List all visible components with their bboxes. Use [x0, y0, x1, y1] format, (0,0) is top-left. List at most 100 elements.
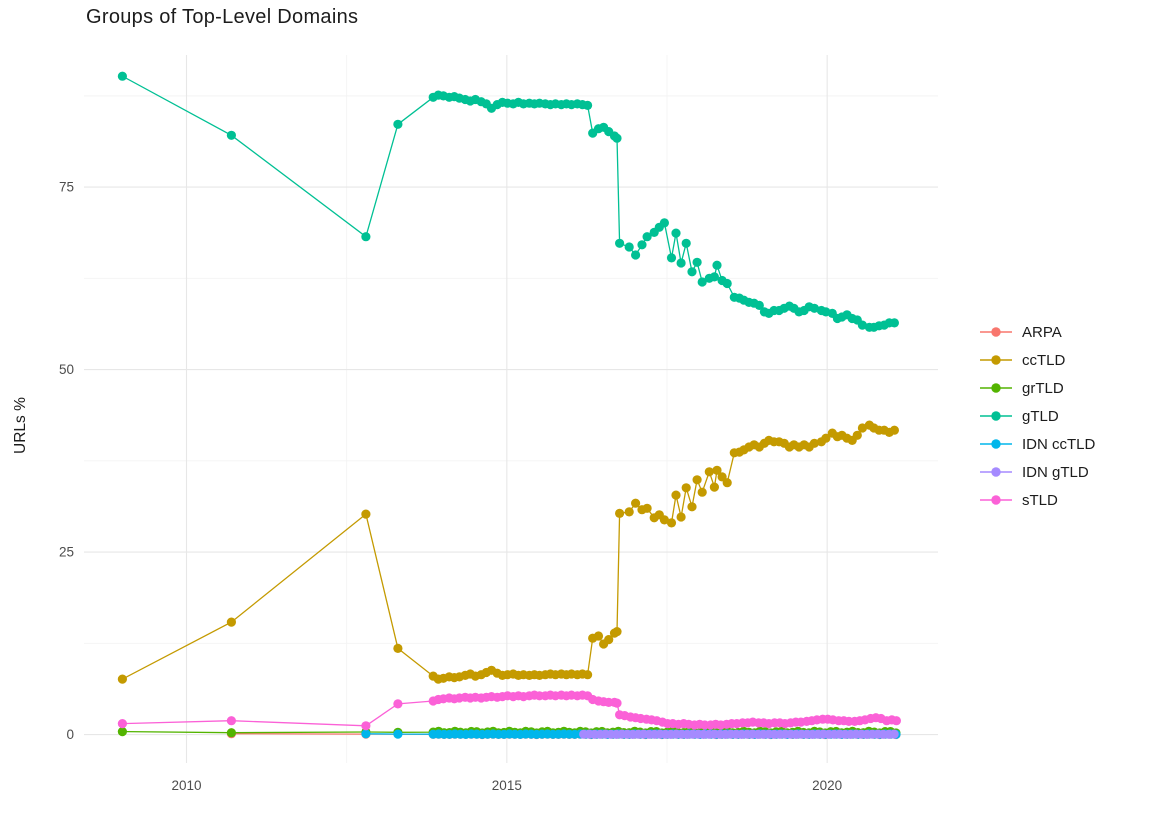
x-tick-label: 2020 [812, 778, 842, 793]
axis-tick-labels: 0 25 50 75 2010 2015 2020 [59, 180, 842, 793]
data-point [637, 240, 647, 250]
data-point [612, 133, 622, 143]
data-point [712, 465, 722, 475]
legend-key-point [991, 495, 1001, 505]
data-point [583, 670, 593, 680]
data-point [857, 423, 868, 433]
data-point [709, 482, 720, 492]
series-layer [117, 71, 902, 740]
data-point [624, 242, 634, 252]
data-point [687, 502, 697, 512]
data-point [631, 498, 641, 508]
data-point [361, 721, 371, 731]
legend-key-icon [980, 411, 1012, 421]
data-point [117, 727, 127, 737]
data-point [642, 232, 652, 242]
legend-key-point [991, 327, 1001, 337]
data-point [671, 490, 681, 500]
data-point [722, 278, 732, 289]
data-point [704, 467, 714, 477]
legend-label: IDN gTLD [1022, 463, 1089, 481]
legend-item-gtld: gTLD [979, 402, 1095, 430]
gridlines-major [84, 55, 938, 763]
data-point [361, 509, 371, 519]
legend-key-icon [980, 355, 1012, 365]
data-point [226, 130, 236, 140]
data-point [612, 698, 622, 708]
series-stld [117, 690, 902, 731]
legend-key-point [991, 411, 1001, 421]
data-point [681, 483, 691, 493]
data-point [889, 318, 900, 328]
data-point [393, 699, 403, 709]
data-point [889, 425, 900, 435]
data-point [692, 257, 702, 267]
data-point [821, 433, 831, 443]
data-point [809, 303, 820, 313]
data-point [659, 218, 670, 228]
legend-item-idn-gtld: IDN gTLD [979, 458, 1095, 486]
data-point [722, 478, 732, 488]
data-point [676, 258, 686, 268]
data-point [624, 507, 634, 517]
legend-key-icon [980, 383, 1012, 393]
legend-key-icon [980, 495, 1012, 505]
legend-label: IDN ccTLD [1022, 435, 1096, 453]
data-point [604, 635, 614, 645]
data-point [754, 300, 764, 310]
data-point [226, 728, 236, 738]
legend-item-arpa: ARPA [979, 318, 1095, 346]
legend-item-stld: sTLD [979, 486, 1095, 514]
legend-key-point [991, 467, 1001, 477]
data-point [666, 518, 677, 528]
legend-key-point [991, 383, 1001, 393]
data-point [676, 512, 686, 522]
data-point [809, 438, 820, 448]
data-point [687, 267, 697, 277]
y-tick-label: 75 [59, 180, 74, 195]
legend-key-point [991, 439, 1001, 449]
series-line [122, 75, 895, 328]
data-point [681, 238, 691, 248]
data-point [393, 643, 403, 654]
data-point [692, 475, 702, 485]
data-point [615, 508, 625, 518]
data-point [697, 487, 707, 497]
data-point [642, 503, 652, 513]
y-tick-label: 50 [59, 362, 74, 377]
legend-key-icon [980, 327, 1012, 337]
data-point [659, 515, 670, 525]
x-tick-label: 2010 [171, 778, 201, 793]
data-point [891, 716, 902, 726]
legend-label: ccTLD [1022, 351, 1066, 369]
legend-label: ARPA [1022, 323, 1062, 341]
data-point [857, 320, 868, 330]
data-point [593, 631, 604, 641]
x-tick-label: 2015 [492, 778, 522, 793]
data-point [117, 674, 127, 684]
series-idn-gtld [579, 729, 899, 740]
legend-item-cctld: ccTLD [979, 346, 1095, 374]
data-point [226, 716, 236, 726]
data-point [615, 238, 625, 248]
y-tick-label: 25 [59, 545, 74, 560]
y-tick-label: 0 [66, 727, 74, 742]
data-point [697, 277, 707, 287]
data-point [709, 272, 720, 282]
data-point [583, 100, 593, 110]
legend-key-icon [980, 467, 1012, 477]
data-point [117, 719, 127, 729]
data-point [852, 430, 862, 440]
data-point [117, 71, 127, 81]
series-cctld [117, 420, 900, 684]
data-point [226, 617, 236, 627]
legend-label: grTLD [1022, 379, 1064, 397]
data-point [361, 232, 371, 242]
gridlines-minor [84, 55, 938, 763]
data-point [666, 253, 677, 263]
data-point [612, 627, 622, 637]
legend: ARPA ccTLD grTLD gTLD IDN ccTLD IDN gTLD sTLD [979, 318, 1095, 514]
legend-item-grtld: grTLD [979, 374, 1095, 402]
